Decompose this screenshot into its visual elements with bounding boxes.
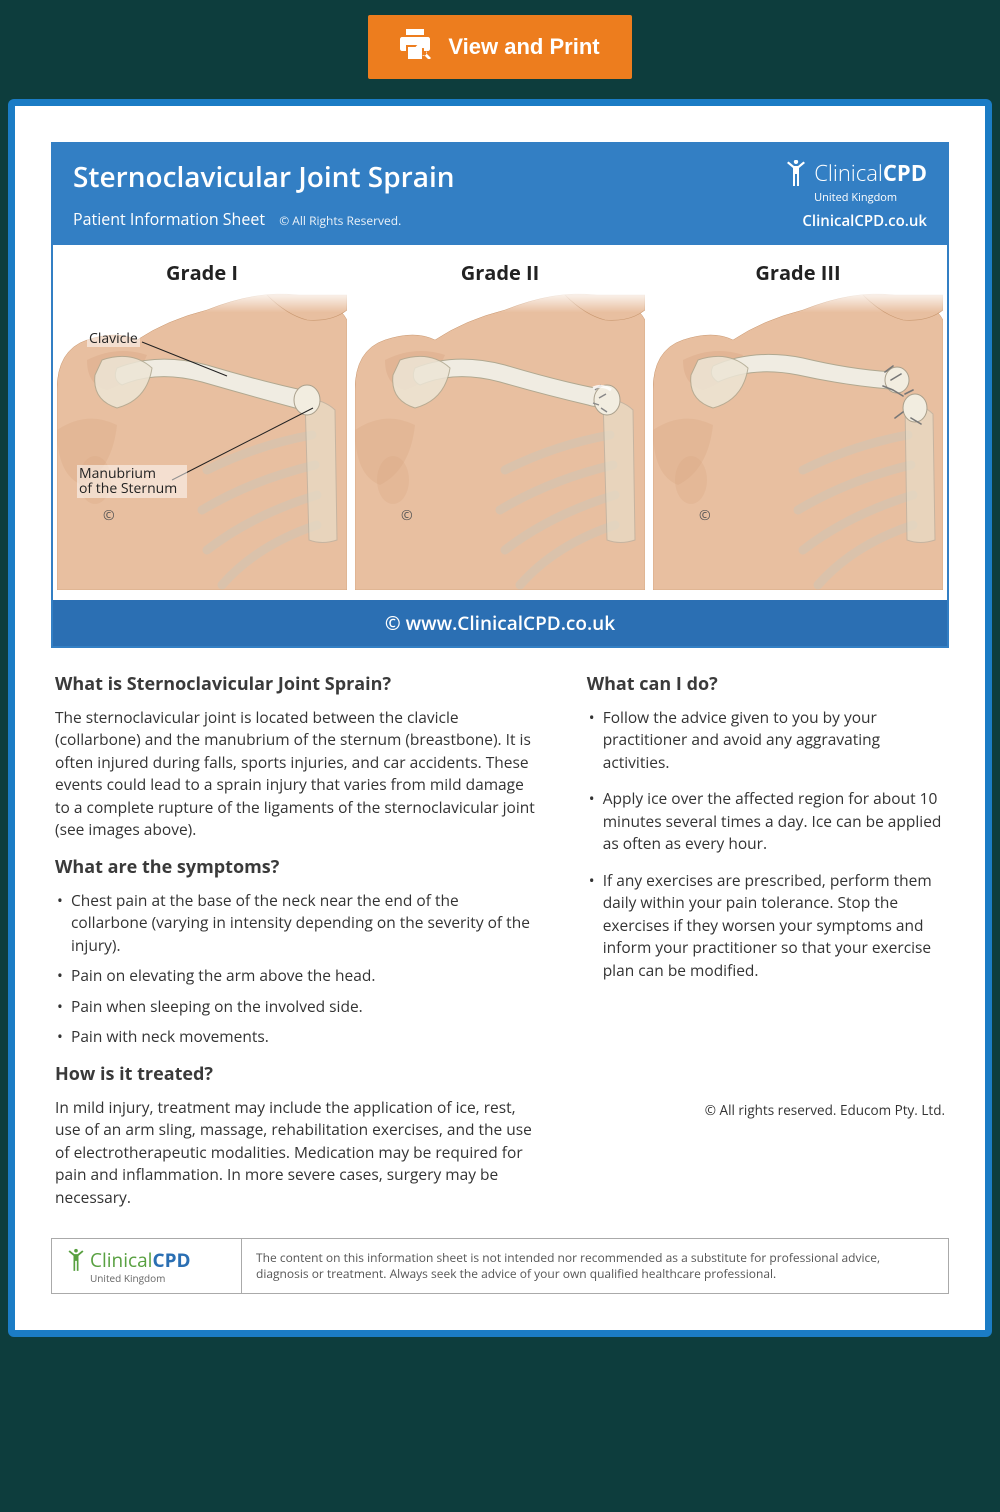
rights-text: © All rights reserved. Educom Pty. Ltd.: [587, 1101, 945, 1119]
heading-treated: How is it treated?: [55, 1062, 539, 1086]
svg-text:©: ©: [103, 506, 115, 525]
anatomy-illustration-2: ©: [355, 290, 645, 590]
footer-disclaimer: The content on this information sheet is…: [242, 1244, 948, 1288]
list-item: Apply ice over the affected region for a…: [587, 787, 945, 854]
diagram-grade-3: Grade III: [649, 245, 947, 600]
anatomy-illustration-3: ©: [653, 290, 943, 590]
list-item: Follow the advice given to you by your p…: [587, 706, 945, 773]
document-frame: Sternoclavicular Joint Sprain Patient In…: [8, 99, 992, 1337]
person-icon: [784, 160, 808, 186]
top-bar: View and Print: [0, 0, 1000, 99]
label-manubrium: Manubriumof the Sternum: [77, 465, 187, 498]
footer-logo: ClinicalCPD United Kingdom: [52, 1239, 242, 1293]
column-right: What can I do? Follow the advice given t…: [587, 672, 945, 1216]
diagram-grade-1: Grade I: [53, 245, 351, 600]
svg-text:©: ©: [699, 506, 711, 525]
brand-region: United Kingdom: [784, 190, 927, 205]
person-icon: [66, 1248, 86, 1272]
list-what-can: Follow the advice given to you by your p…: [587, 706, 945, 981]
view-print-button[interactable]: View and Print: [368, 15, 631, 79]
diagram-row: Grade I: [53, 245, 947, 600]
heading-what-can: What can I do?: [587, 672, 945, 696]
page-subtitle: Patient Information Sheet © All Rights R…: [73, 208, 455, 230]
list-item: Chest pain at the base of the neck near …: [55, 889, 539, 956]
diagram-copyright-bar: © www.ClinicalCPD.co.uk: [53, 600, 947, 646]
body-treated: In mild injury, treatment may include th…: [55, 1096, 539, 1208]
grade-label: Grade III: [653, 259, 943, 286]
grade-label: Grade I: [57, 259, 347, 286]
list-item: Pain on elevating the arm above the head…: [55, 964, 539, 986]
document-sheet: Sternoclavicular Joint Sprain Patient In…: [15, 106, 985, 1330]
list-symptoms: Chest pain at the base of the neck near …: [55, 889, 539, 1048]
list-item: Pain with neck movements.: [55, 1025, 539, 1047]
content-columns: What is Sternoclavicular Joint Sprain? T…: [51, 648, 949, 1226]
page-title: Sternoclavicular Joint Sprain: [73, 158, 455, 196]
footer-brand-region: United Kingdom: [90, 1271, 227, 1285]
view-print-label: View and Print: [448, 34, 599, 60]
footer-brand-text: ClinicalCPD: [90, 1247, 191, 1273]
list-item: If any exercises are prescribed, perform…: [587, 869, 945, 981]
footer-box: ClinicalCPD United Kingdom The content o…: [51, 1238, 949, 1294]
heading-what-is: What is Sternoclavicular Joint Sprain?: [55, 672, 539, 696]
diagram-box: Grade I: [51, 245, 949, 648]
brand-url: ClinicalCPD.co.uk: [784, 211, 927, 231]
header-bar: Sternoclavicular Joint Sprain Patient In…: [51, 142, 949, 245]
grade-label: Grade II: [355, 259, 645, 286]
brand-text: ClinicalCPD: [814, 158, 927, 188]
body-what-is: The sternoclavicular joint is located be…: [55, 706, 539, 841]
column-left: What is Sternoclavicular Joint Sprain? T…: [55, 672, 539, 1216]
label-clavicle: Clavicle: [87, 330, 140, 347]
print-icon: [400, 29, 436, 65]
diagram-grade-2: Grade II: [351, 245, 649, 600]
list-item: Pain when sleeping on the involved side.: [55, 995, 539, 1017]
heading-symptoms: What are the symptoms?: [55, 855, 539, 879]
brand-logo: ClinicalCPD: [784, 158, 927, 188]
svg-text:©: ©: [401, 506, 413, 525]
